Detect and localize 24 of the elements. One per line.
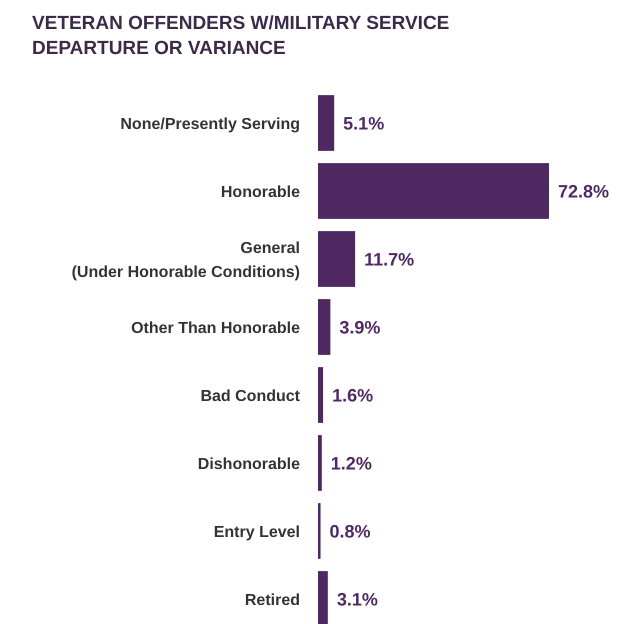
data-label: 72.8% bbox=[558, 181, 610, 202]
bar bbox=[318, 503, 321, 559]
y-tick-label: None/Presently Serving bbox=[120, 116, 300, 133]
data-label: 1.2% bbox=[330, 453, 372, 474]
y-tick-label: Other Than Honorable bbox=[131, 320, 300, 337]
y-tick-label: General (Under Honorable Conditions) bbox=[72, 240, 300, 281]
y-tick-label: Honorable bbox=[220, 184, 300, 201]
bar bbox=[318, 435, 322, 491]
bar bbox=[318, 95, 334, 151]
y-tick-label: Bad Conduct bbox=[200, 388, 301, 405]
bar bbox=[318, 163, 549, 219]
y-tick-label: Retired bbox=[244, 592, 300, 609]
data-label: 5.1% bbox=[343, 113, 384, 134]
data-label: 3.1% bbox=[336, 589, 378, 610]
data-label: 1.6% bbox=[332, 385, 374, 406]
bar bbox=[318, 231, 356, 287]
bar bbox=[318, 367, 324, 423]
bar bbox=[318, 299, 330, 355]
data-label: 11.7% bbox=[364, 249, 414, 270]
data-label: 3.9% bbox=[339, 317, 380, 338]
chart-title: VETERAN OFFENDERS W/MILITARY SERVICE DEPARTURE OR VARIANCE bbox=[32, 13, 450, 59]
y-tick-label: Entry Level bbox=[214, 524, 300, 541]
y-tick-label: Dishonorable bbox=[198, 456, 300, 473]
data-label: 0.8% bbox=[330, 521, 371, 542]
